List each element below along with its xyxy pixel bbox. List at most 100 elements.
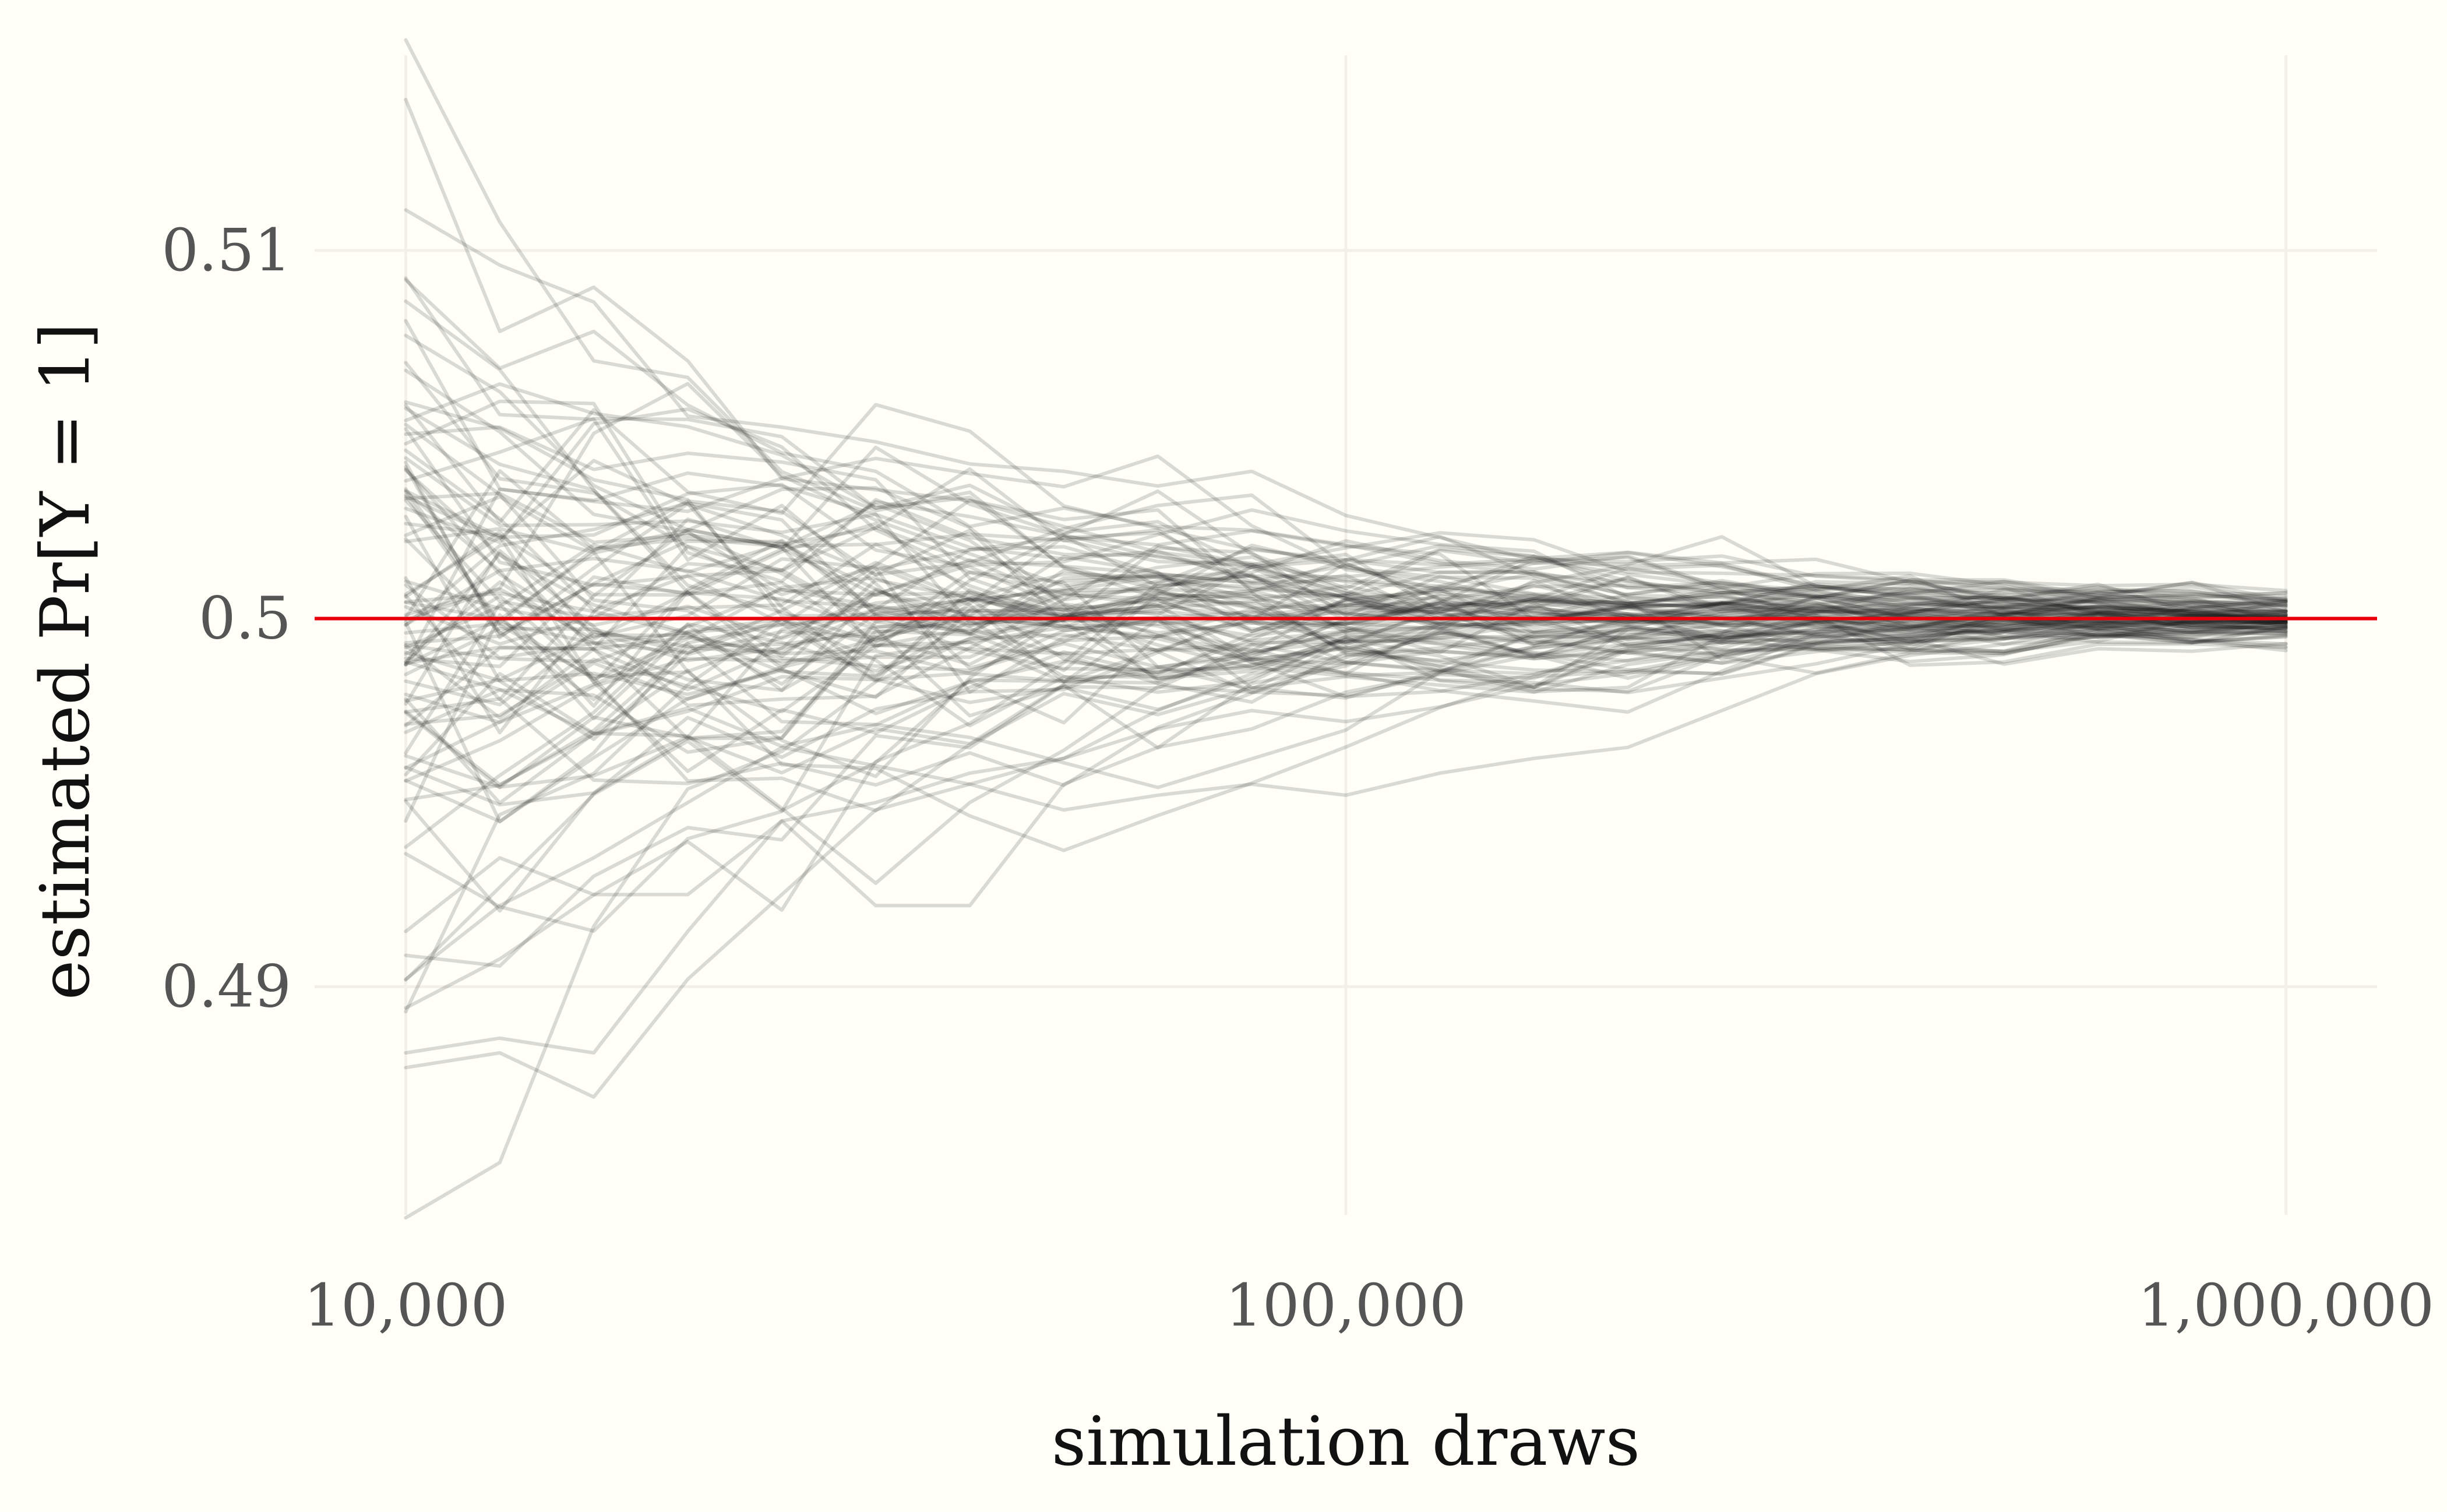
series-line-15 [404,482,2288,695]
series-line-27 [404,531,2288,629]
series-line-29 [404,572,2288,770]
series-line-67 [404,580,2288,692]
series-line-90 [404,517,2288,735]
series-line-18 [404,514,2288,741]
series-line-25 [404,535,2288,913]
series-line-82 [404,596,2288,805]
y-axis-title: estimated Pr[Y = 1] [26,323,105,1000]
series-line-59 [404,588,2288,807]
series-line-97 [404,361,2288,714]
series-line-1 [404,208,2288,613]
series-line-47 [404,467,2288,694]
x-tick-label-1: 100,000 [1225,1271,1466,1340]
series-line-37 [404,299,2288,695]
series-line-94 [404,501,2288,693]
series-line-43 [404,399,2288,614]
y-tick-label-2: 0.51 [161,216,291,284]
series-line-77 [404,555,2288,668]
series-line-70 [404,532,2288,664]
series-line-56 [404,422,2288,691]
series-line-91 [404,561,2288,849]
series-line-42 [404,38,2288,637]
series-line-21 [404,609,2288,823]
series-line-95 [404,319,2288,657]
series-line-2 [404,278,2288,613]
series-line-35 [404,573,2288,741]
series-line-9 [404,531,2288,802]
series-line-5 [404,624,2288,981]
series-line-85 [404,276,2288,670]
series-line-7 [404,591,2288,787]
series-line-99 [404,333,2288,650]
series-line-68 [404,469,2288,647]
series-line-61 [404,491,2288,672]
series-line-98 [404,569,2288,773]
y-tick-label-0: 0.49 [161,952,291,1020]
series-line-96 [404,521,2288,646]
series-line-13 [404,382,2288,655]
series-line-40 [404,468,2288,686]
series-line-41 [404,614,2288,982]
series-line-30 [404,607,2288,885]
series-line-54 [404,592,2288,790]
series-line-80 [404,471,2288,667]
series-line-58 [404,403,2288,593]
series-line-14 [404,508,2288,674]
series-line-65 [404,597,2288,783]
series-line-63 [404,456,2288,629]
series-line-31 [404,574,2288,754]
series-line-78 [404,561,2288,655]
series-line-76 [404,537,2288,702]
y-tick-label-1: 0.5 [199,584,291,653]
series-line-38 [404,459,2288,681]
series-line-19 [404,539,2288,648]
series-line-46 [404,493,2288,639]
series-line-0 [404,97,2288,617]
x-axis-title: simulation draws [1052,1402,1640,1481]
series-line-48 [404,417,2288,609]
series-line-53 [404,502,2288,702]
series-line-74 [404,605,2288,933]
series-line-69 [404,620,2288,726]
series-line-3 [404,616,2288,1099]
series-line-50 [404,498,2288,681]
series-line-32 [404,593,2288,1220]
series-line-22 [404,493,2288,813]
series-line-71 [404,500,2288,665]
series-line-86 [404,582,2288,1014]
series-line-93 [404,612,2288,728]
series-line-52 [404,599,2288,789]
series-line-72 [404,539,2288,824]
series-line-84 [404,551,2288,692]
x-tick-label-2: 1,000,000 [2138,1271,2434,1340]
series-line-51 [404,530,2288,694]
series-line-11 [404,368,2288,646]
series-line-57 [404,465,2288,718]
x-tick-label-0: 10,000 [304,1271,507,1340]
series-line-49 [404,599,2288,852]
series-line-23 [404,599,2288,699]
series-line-6 [404,620,2288,933]
series-line-64 [404,545,2288,707]
series-line-62 [404,448,2288,612]
series-line-39 [404,425,2288,633]
series-line-36 [404,400,2288,636]
series-line-89 [404,609,2288,787]
series-line-88 [404,467,2288,650]
series-line-87 [404,489,2288,684]
series-line-60 [404,585,2288,778]
simulation-series [404,38,2288,1220]
series-line-34 [404,546,2288,1010]
tick-labels: 0.49 0.5 0.51 10,000 100,000 1,000,000 [161,216,2434,1340]
series-line-92 [404,592,2288,790]
series-line-12 [404,613,2288,823]
series-line-44 [404,531,2288,703]
series-line-73 [404,406,2288,644]
series-line-28 [404,445,2288,755]
series-line-75 [404,629,2288,968]
series-line-4 [404,620,2288,1055]
series-line-10 [404,460,2288,678]
series-line-16 [404,587,2288,668]
series-line-79 [404,498,2288,660]
